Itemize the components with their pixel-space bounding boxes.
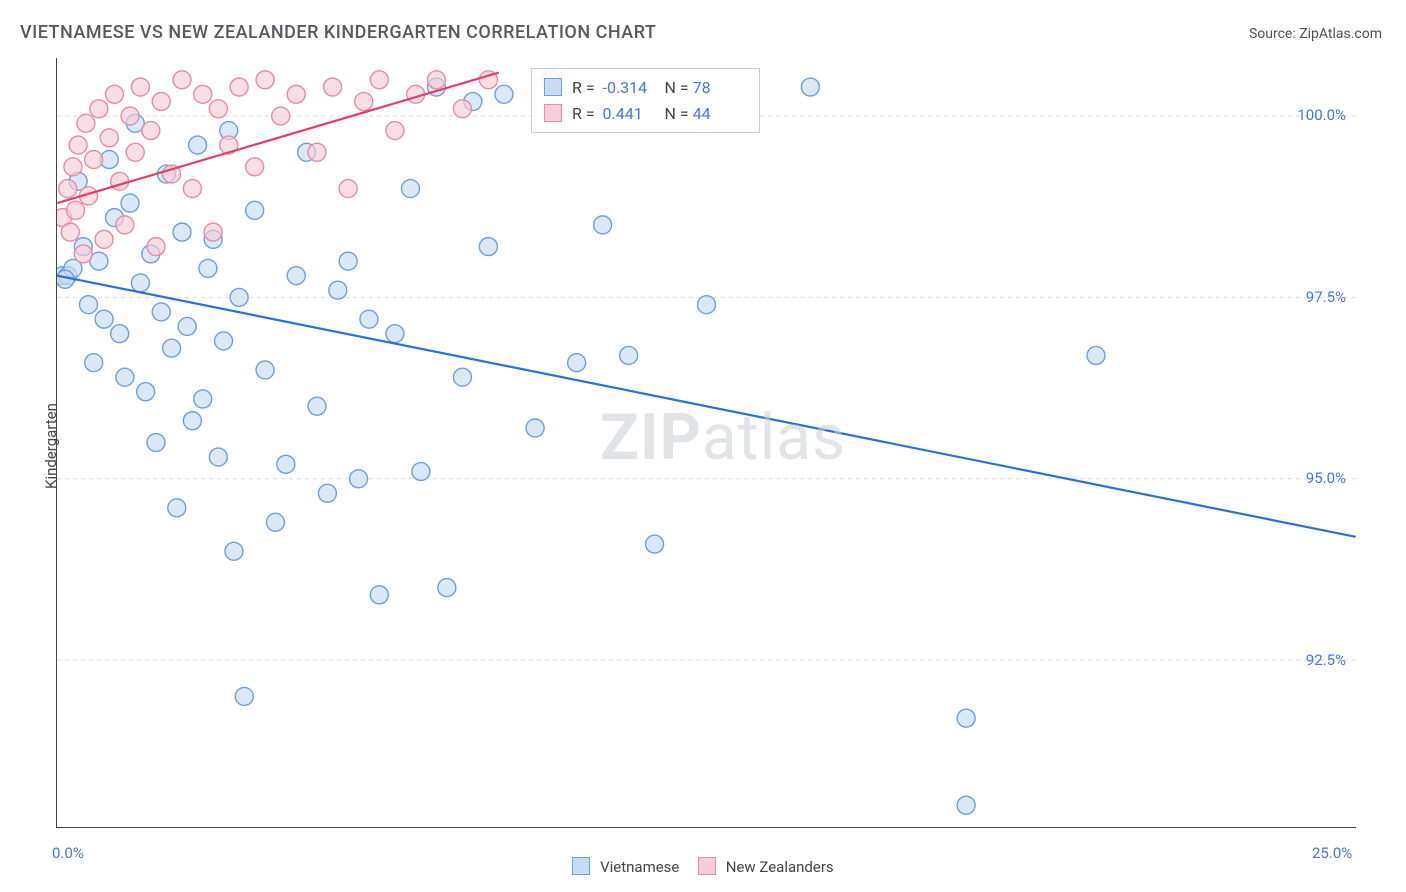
legend-label-vietnamese: Vietnamese	[600, 858, 679, 876]
scatter-plot	[56, 58, 1356, 828]
stats-row-vietnamese: R = -0.314 N = 78	[544, 75, 747, 101]
chart-container: VIETNAMESE VS NEW ZEALANDER KINDERGARTEN…	[0, 0, 1406, 892]
stats-row-new_zealanders: R = 0.441 N = 44	[544, 101, 747, 127]
stats-legend: R = -0.314 N = 78R = 0.441 N = 44	[531, 68, 760, 133]
swatch-vietnamese	[572, 857, 590, 875]
y-tick-label: 100.0%	[1286, 106, 1346, 124]
source-label: Source: ZipAtlas.com	[1249, 26, 1382, 42]
bottom-legend: Vietnamese New Zealanders	[0, 857, 1406, 876]
y-tick-label: 97.5%	[1286, 288, 1346, 306]
legend-label-newzealanders: New Zealanders	[726, 858, 834, 876]
y-tick-label: 92.5%	[1286, 651, 1346, 669]
swatch-newzealanders	[698, 857, 716, 875]
chart-title: VIETNAMESE VS NEW ZEALANDER KINDERGARTEN…	[20, 22, 656, 43]
y-tick-label: 95.0%	[1286, 469, 1346, 487]
